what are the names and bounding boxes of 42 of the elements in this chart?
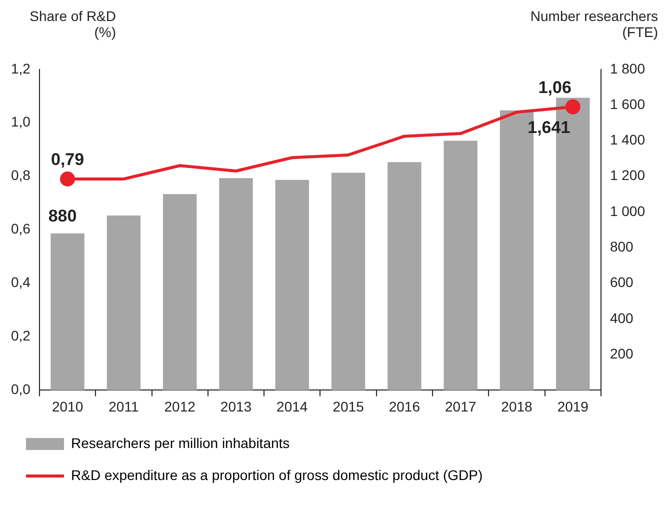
x-tick-label: 2013 <box>220 398 252 414</box>
y-tick-label: 0,6 <box>10 220 31 237</box>
y-tick-label: 0,4 <box>10 274 31 290</box>
bar <box>388 162 422 390</box>
y2-tick-label: 1 800 <box>610 60 646 76</box>
x-tick-label: 2012 <box>164 398 196 414</box>
y-axis-title: Share of R&D (%) <box>28 8 116 42</box>
bar <box>106 216 141 390</box>
data-label: 0,79 <box>50 150 84 170</box>
y-tick-label: 1,0 <box>10 114 31 130</box>
bar <box>219 178 253 390</box>
y2-tick-label: 1 000 <box>610 202 646 219</box>
data-label: 1,06 <box>538 78 572 98</box>
data-label: 880 <box>48 206 77 226</box>
bar <box>331 172 366 390</box>
data-label: 1,641 <box>528 118 570 137</box>
y-tick-label: 0,2 <box>10 328 31 344</box>
bar <box>444 140 478 390</box>
y2-axis-title: Number researchers (FTE) <box>529 8 658 42</box>
x-tick-label: 2016 <box>388 398 420 414</box>
y2-tick-label: 200 <box>610 345 634 362</box>
y2-tick-label: 1 600 <box>610 96 646 112</box>
y2-tick-label: 400 <box>610 310 634 326</box>
bar <box>50 233 84 390</box>
x-tick-label: 2011 <box>108 398 139 414</box>
bar <box>275 180 309 390</box>
x-tick-label: 2017 <box>445 398 476 414</box>
y-tick-label: 0,0 <box>10 381 31 398</box>
y-tick-label: 1,2 <box>10 60 31 76</box>
y2-tick-label: 1 400 <box>610 132 646 148</box>
y2-tick-label: 1 200 <box>610 167 646 184</box>
x-tick-label: 2018 <box>501 398 533 414</box>
y2-tick-label: 800 <box>610 238 634 254</box>
y2-tick-label: 600 <box>610 274 634 290</box>
x-tick-label: 2019 <box>557 398 589 414</box>
legend-label: Researchers per million inhabitants <box>71 434 290 451</box>
y-tick-label: 0,8 <box>10 167 31 184</box>
bar <box>162 194 197 390</box>
legend-label: R&D expenditure as a proportion of gross domestic product (GDP) <box>71 466 483 483</box>
x-tick-label: 2010 <box>52 398 84 414</box>
x-tick-label: 2014 <box>276 398 308 414</box>
x-tick-label: 2015 <box>332 398 364 414</box>
